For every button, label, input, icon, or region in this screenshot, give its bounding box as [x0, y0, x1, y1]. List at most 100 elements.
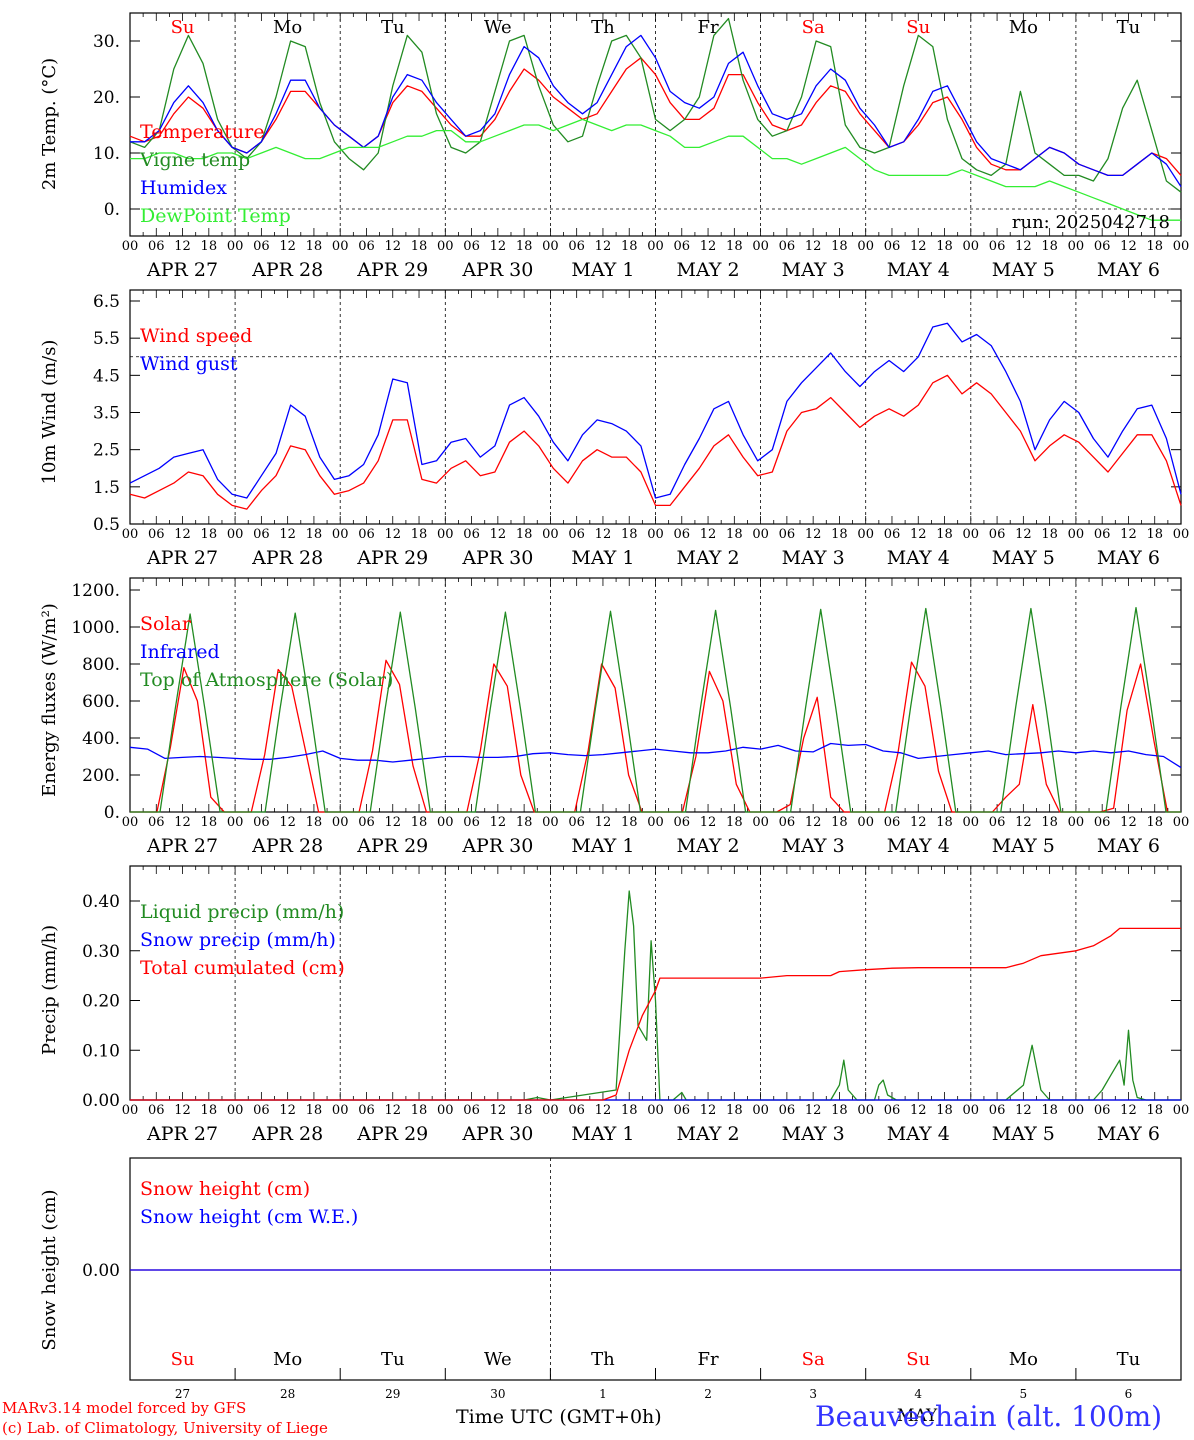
y-tick-label: 600. — [82, 692, 120, 712]
series-line-dewpoint-temp — [130, 118, 1181, 221]
y-tick-label: 400. — [82, 729, 120, 749]
y-tick-label: 5.5 — [93, 329, 120, 349]
hour-tick-label: 12 — [805, 239, 822, 254]
hour-tick-label: 12 — [805, 1103, 822, 1118]
hour-tick-label: 00 — [1173, 815, 1190, 830]
y-tick-label: 3.5 — [93, 404, 120, 424]
date-label: MAY 1 — [571, 835, 634, 857]
hour-tick-label: 18 — [726, 239, 743, 254]
date-label: MAY 2 — [677, 1123, 740, 1145]
day-number-label: 29 — [385, 1387, 400, 1401]
date-label: MAY 1 — [571, 1123, 634, 1145]
legend-entry: DewPoint Temp — [140, 205, 291, 227]
hour-tick-label: 00 — [542, 815, 559, 830]
hour-tick-label: 12 — [700, 815, 717, 830]
hour-tick-label: 06 — [884, 239, 901, 254]
hour-tick-label: 06 — [884, 815, 901, 830]
date-label: MAY 6 — [1097, 259, 1160, 281]
hour-tick-label: 12 — [700, 1103, 717, 1118]
y-axis-label: 10m Wind (m/s) — [39, 340, 60, 485]
hour-tick-label: 12 — [1120, 527, 1137, 542]
hour-tick-label: 00 — [1068, 815, 1085, 830]
hour-tick-label: 00 — [227, 1103, 244, 1118]
hour-tick-label: 00 — [122, 239, 139, 254]
hour-tick-label: 18 — [831, 815, 848, 830]
date-label: APR 30 — [461, 259, 533, 281]
series-line-wind-gust — [129, 322, 1182, 499]
series-line-total-cumulated-cm- — [130, 927, 1181, 1101]
y-tick-label: 0.5 — [93, 515, 120, 535]
day-number-label: 3 — [809, 1387, 817, 1401]
weekday-label: Su — [906, 1349, 930, 1370]
run-annotation: run: 2025042718 — [1012, 212, 1170, 233]
day-number-label: 4 — [914, 1387, 922, 1401]
xaxis-title: Time UTC (GMT+0h) — [456, 1406, 662, 1428]
legend-entry: Snow precip (mm/h) — [140, 929, 336, 951]
hour-tick-label: 12 — [174, 527, 191, 542]
hour-tick-label: 18 — [411, 239, 428, 254]
hour-tick-label: 00 — [963, 527, 980, 542]
hour-tick-label: 06 — [568, 1103, 585, 1118]
date-label: APR 28 — [251, 547, 323, 569]
hour-tick-label: 00 — [963, 1103, 980, 1118]
hour-tick-label: 18 — [201, 527, 218, 542]
hour-tick-label: 12 — [1120, 239, 1137, 254]
date-label: MAY 4 — [887, 1123, 950, 1145]
hour-tick-label: 18 — [1041, 815, 1058, 830]
date-label: APR 29 — [356, 547, 428, 569]
hour-tick-label: 12 — [805, 815, 822, 830]
hour-tick-label: 06 — [358, 1103, 375, 1118]
hour-tick-label: 18 — [621, 527, 638, 542]
panel-temp: 0. 10. 20. 30. 2m Temp. (°C) Temperature Vigne… — [39, 12, 1189, 281]
hour-tick-label: 00 — [647, 239, 664, 254]
hour-tick-label: 12 — [490, 527, 507, 542]
hour-tick-label: 00 — [857, 239, 874, 254]
hour-tick-label: 18 — [306, 1103, 323, 1118]
hour-tick-label: 18 — [1041, 1103, 1058, 1118]
hour-tick-label: 06 — [148, 815, 165, 830]
series-line-infrared — [129, 742, 1182, 769]
date-label: APR 29 — [356, 259, 428, 281]
date-label: MAY 3 — [782, 259, 845, 281]
legend-entry: Snow height (cm W.E.) — [140, 1206, 358, 1228]
hour-tick-label: 18 — [831, 527, 848, 542]
date-label: MAY 4 — [887, 547, 950, 569]
hour-tick-label: 06 — [884, 1103, 901, 1118]
y-tick-label: 0. — [104, 803, 120, 823]
hour-tick-label: 12 — [384, 815, 401, 830]
hour-tick-label: 06 — [358, 527, 375, 542]
y-tick-label: 800. — [82, 655, 120, 675]
date-label: APR 27 — [146, 547, 218, 569]
hour-tick-label: 00 — [437, 1103, 454, 1118]
hour-tick-label: 00 — [437, 815, 454, 830]
date-label: MAY 6 — [1097, 1123, 1160, 1145]
weekday-label: Tu — [381, 17, 405, 38]
hour-tick-label: 18 — [621, 815, 638, 830]
y-tick-label: 30. — [93, 32, 120, 52]
hour-tick-label: 00 — [332, 1103, 349, 1118]
hour-tick-label: 00 — [647, 527, 664, 542]
hour-tick-label: 00 — [857, 1103, 874, 1118]
hour-tick-label: 00 — [1173, 1103, 1190, 1118]
hour-tick-label: 06 — [1094, 239, 1111, 254]
date-label: MAY 1 — [571, 259, 634, 281]
date-label: MAY 2 — [677, 547, 740, 569]
hour-tick-label: 06 — [463, 815, 480, 830]
hour-tick-label: 12 — [700, 239, 717, 254]
weekday-label: Tu — [381, 1349, 405, 1370]
weekday-label: Sa — [802, 1349, 825, 1370]
weekday-label: Mo — [1009, 1349, 1038, 1370]
hour-tick-label: 18 — [726, 527, 743, 542]
panel-energy: 0. 200. 400. 600. 800. 1000. 1200. Energy fluxe… — [39, 577, 1190, 857]
legend-entry: Liquid precip (mm/h) — [140, 901, 344, 923]
hour-tick-label: 18 — [831, 239, 848, 254]
y-tick-label: 1000. — [71, 618, 120, 638]
date-label: MAY 2 — [677, 835, 740, 857]
hour-tick-label: 18 — [621, 239, 638, 254]
day-number-label: 28 — [280, 1387, 295, 1401]
y-axis-label: Snow height (cm) — [39, 1189, 60, 1350]
date-label: MAY 3 — [782, 547, 845, 569]
hour-tick-label: 18 — [1146, 527, 1163, 542]
hour-tick-label: 12 — [384, 239, 401, 254]
hour-tick-label: 00 — [227, 527, 244, 542]
